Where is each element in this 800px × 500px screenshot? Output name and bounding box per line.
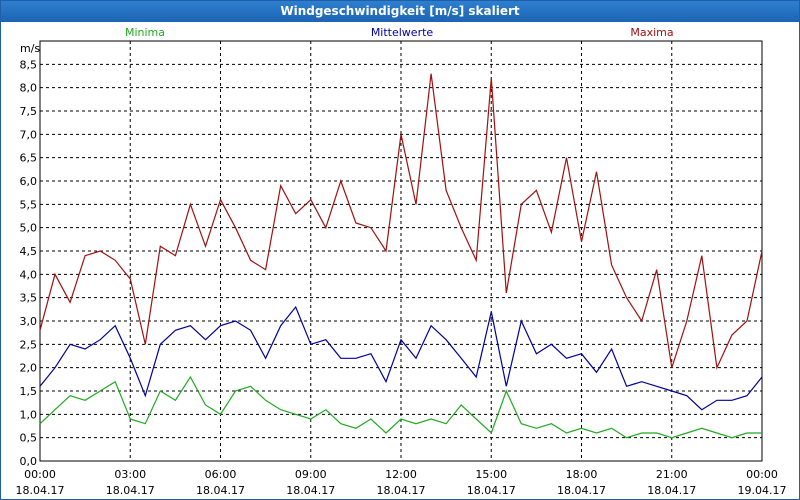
y-tick-label: 4,0 — [20, 268, 38, 281]
x-tick-time: 00:00 — [746, 468, 778, 481]
x-tick-time: 12:00 — [385, 468, 417, 481]
grid-lines — [40, 41, 762, 461]
x-tick-date: 18.04.17 — [16, 484, 65, 497]
x-tick-date: 19.04.17 — [738, 484, 787, 497]
y-tick-label: 5,0 — [20, 222, 38, 235]
y-tick-label: 0,5 — [20, 432, 38, 445]
series-line-minima — [39, 375, 762, 439]
y-tick-label: 3,0 — [20, 315, 38, 328]
y-tick-label: 7,0 — [20, 128, 38, 141]
legend-maxima: Maxima — [630, 26, 673, 39]
y-tick-label: 7,5 — [20, 105, 38, 118]
y-tick-label: 4,5 — [20, 245, 38, 258]
x-tick-date: 18.04.17 — [196, 484, 245, 497]
x-tick-date: 18.04.17 — [647, 484, 696, 497]
y-tick-label: 0,0 — [20, 455, 38, 468]
x-tick-time: 09:00 — [295, 468, 327, 481]
series-line-mittelwerte — [39, 305, 763, 411]
x-tick-date: 18.04.17 — [467, 484, 516, 497]
x-tick-time: 18:00 — [566, 468, 598, 481]
series-lines — [39, 73, 763, 439]
window-title: Windgeschwindigkeit [m/s] skaliert — [1, 1, 799, 22]
x-tick-date: 18.04.17 — [557, 484, 606, 497]
y-tick-label: 8,0 — [20, 82, 38, 95]
y-tick-label: 3,5 — [20, 292, 38, 305]
x-tick-time: 06:00 — [205, 468, 237, 481]
x-tick-time: 00:00 — [24, 468, 56, 481]
y-tick-label: 2,5 — [20, 338, 38, 351]
y-axis-label: m/s — [20, 42, 40, 55]
x-tick-time: 03:00 — [114, 468, 146, 481]
x-tick-labels: 00:00 18.04.17 03:00 18.04.17 06:00 18.04.17 0… — [16, 468, 787, 497]
y-tick-labels: 0,0 0,5 1,0 1,5 2,0 2,5 3,0 3,5 4,0 4,5 5,0 5,5 6,0 6… — [20, 58, 38, 468]
y-tick-label: 8,5 — [20, 58, 38, 71]
y-tick-label: 1,5 — [20, 385, 38, 398]
series-line-maxima — [39, 73, 763, 370]
legend-minima: Minima — [125, 26, 165, 39]
legend-mittelwerte: Mittelwerte — [371, 26, 434, 39]
y-tick-label: 5,5 — [20, 198, 38, 211]
x-tick-time: 21:00 — [656, 468, 688, 481]
y-tick-label: 6,0 — [20, 175, 38, 188]
x-tick-time: 15:00 — [475, 468, 507, 481]
y-tick-label: 1,0 — [20, 408, 38, 421]
x-tick-date: 18.04.17 — [377, 484, 426, 497]
x-tick-date: 18.04.17 — [106, 484, 155, 497]
y-tick-label: 6,5 — [20, 152, 38, 165]
y-tick-label: 2,0 — [20, 362, 38, 375]
x-tick-date: 18.04.17 — [286, 484, 335, 497]
